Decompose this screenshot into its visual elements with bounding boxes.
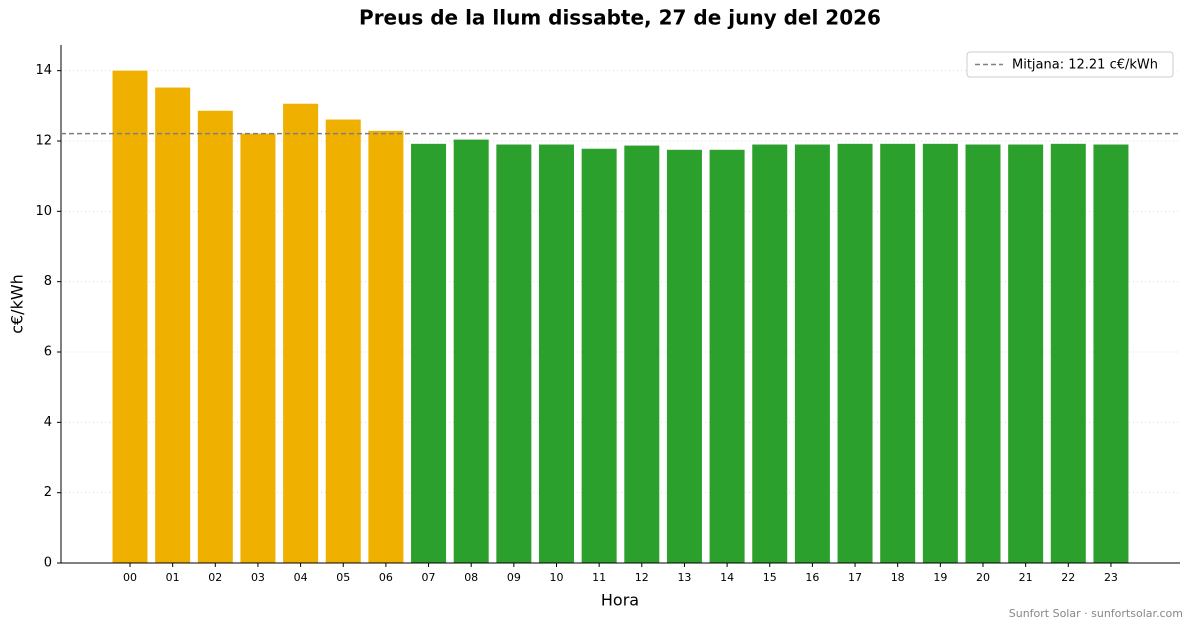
bar [1093, 144, 1129, 564]
bar [155, 87, 191, 563]
y-tick-label: 12 [35, 134, 52, 149]
bar [624, 145, 660, 564]
bar [709, 149, 745, 563]
x-tick-label: 06 [379, 571, 393, 584]
y-tick-label: 0 [44, 556, 52, 571]
y-tick-label: 2 [44, 485, 52, 500]
bar [325, 119, 361, 563]
x-tick-label: 12 [635, 571, 649, 584]
x-tick-label: 17 [848, 571, 862, 584]
bar [1050, 143, 1086, 563]
bar [411, 143, 447, 563]
x-tick-label: 07 [422, 571, 436, 584]
x-tick-label: 01 [166, 571, 180, 584]
footer: Sunfort Solar · sunfortsolar.com [1009, 607, 1183, 620]
bar [922, 143, 958, 563]
legend-label: Mitjana: 12.21 c€/kWh [1012, 58, 1158, 73]
y-tick-label: 4 [44, 415, 52, 430]
bar [240, 133, 276, 563]
y-tick-label: 6 [44, 345, 52, 360]
bar [581, 148, 617, 563]
x-tick-label: 11 [592, 571, 606, 584]
x-tick-label: 05 [336, 571, 350, 584]
x-tick-label: 20 [976, 571, 990, 584]
x-tick-label: 09 [507, 571, 521, 584]
bar [496, 144, 532, 564]
bar [283, 103, 319, 563]
x-tick-label: 15 [763, 571, 777, 584]
x-tick-label: 10 [550, 571, 564, 584]
bar [197, 110, 233, 563]
bar [112, 70, 148, 563]
x-axis-label: Hora [601, 591, 639, 610]
chart-title: Preus de la llum dissabte, 27 de juny de… [359, 6, 881, 30]
bar [539, 144, 574, 564]
x-tick-label: 18 [891, 571, 905, 584]
bar [666, 149, 702, 563]
bar [965, 144, 1001, 564]
x-tick-label: 00 [123, 571, 137, 584]
x-tick-label: 21 [1019, 571, 1033, 584]
x-tick-label: 14 [720, 571, 734, 584]
x-tick-label: 08 [464, 571, 478, 584]
x-tick-label: 16 [805, 571, 819, 584]
legend-box [966, 51, 1174, 78]
y-tick-label: 10 [35, 204, 52, 219]
bar [880, 143, 916, 563]
bar [453, 139, 489, 564]
bar [794, 144, 830, 564]
y-tick-label: 14 [35, 63, 52, 78]
bar [837, 143, 873, 563]
x-tick-label: 03 [251, 571, 265, 584]
y-axis-label: c€/kWh [8, 274, 27, 334]
x-tick-label: 22 [1061, 571, 1075, 584]
x-tick-label: 19 [933, 571, 947, 584]
x-tick-label: 23 [1104, 571, 1118, 584]
bar [752, 144, 788, 564]
x-tick-label: 04 [294, 571, 308, 584]
bar [1008, 144, 1044, 564]
bar [368, 130, 404, 563]
y-tick-label: 8 [44, 274, 52, 289]
x-tick-label: 02 [208, 571, 222, 584]
x-tick-label: 13 [677, 571, 691, 584]
